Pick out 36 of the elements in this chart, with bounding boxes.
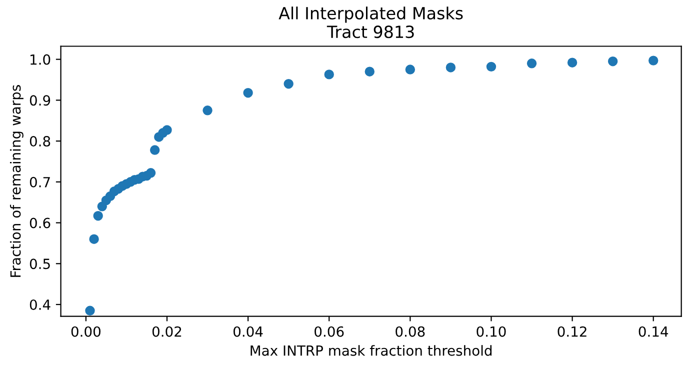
point	[486, 62, 496, 72]
y-axis-title: Fraction of remaining warps	[10, 85, 24, 277]
point	[405, 64, 416, 74]
x-tick-label: 0.14	[638, 326, 668, 337]
y-tick-label: 0.5	[30, 258, 50, 270]
x-tick-label: 0.06	[314, 326, 344, 337]
point	[85, 306, 95, 316]
chart-title: All Interpolated Masks Tract 9813	[278, 6, 463, 38]
x-tick-label: 0.08	[396, 326, 425, 337]
point	[162, 125, 172, 135]
point	[567, 58, 578, 68]
y-tick-label: 1.0	[30, 54, 50, 65]
point	[243, 88, 253, 98]
y-tick-label: 0.9	[30, 95, 50, 106]
point	[202, 106, 212, 116]
point	[648, 56, 658, 66]
point	[93, 210, 103, 221]
x-tick-label: 0.10	[476, 326, 506, 337]
x-tick-label: 0.04	[234, 326, 263, 337]
point	[146, 168, 156, 178]
point	[150, 145, 160, 155]
point	[324, 70, 334, 80]
y-tick-label: 0.7	[30, 176, 50, 188]
point	[608, 56, 618, 66]
point	[89, 234, 99, 244]
point	[526, 58, 537, 68]
y-tick-label: 0.8	[30, 136, 50, 147]
point	[284, 78, 294, 89]
y-tick-label: 0.6	[30, 218, 50, 228]
point	[446, 62, 456, 72]
x-tick-label: 0.12	[558, 326, 586, 337]
y-tick-label: 0.4	[30, 299, 50, 310]
x-tick-label: 0.00	[71, 326, 100, 337]
x-axis-title: Max INTRP mask fraction threshold	[250, 345, 492, 356]
point	[364, 66, 375, 76]
x-tick-label: 0.02	[152, 326, 182, 337]
